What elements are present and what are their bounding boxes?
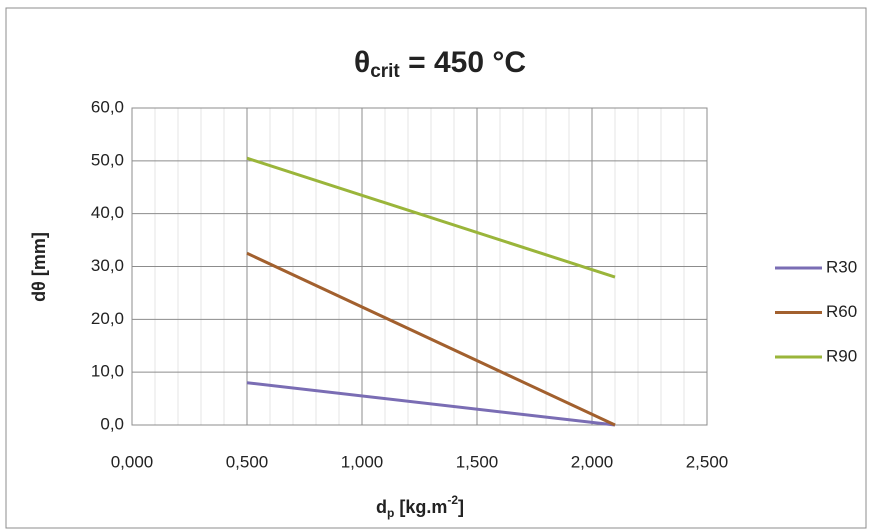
- title-symbol: θ: [354, 46, 370, 79]
- legend-label: R90: [826, 346, 857, 365]
- chart-title: θcrit = 450 °C: [354, 46, 526, 82]
- x-label-main: d: [376, 497, 387, 517]
- title-rest: = 450 °C: [400, 46, 526, 79]
- series-line: [246, 251, 616, 427]
- y-tick-label: 50,0: [91, 150, 124, 169]
- series-line: [246, 156, 616, 279]
- y-tick-label: 30,0: [91, 256, 124, 275]
- x-tick-label: 1,500: [456, 452, 499, 471]
- plot-border: [131, 107, 708, 426]
- y-tick-label: 10,0: [91, 362, 124, 381]
- y-tick-label: 20,0: [91, 309, 124, 328]
- x-tick-label: 2,000: [571, 452, 614, 471]
- x-tick-label: 0,000: [111, 452, 154, 471]
- x-label-subscript: p: [387, 506, 394, 520]
- y-axis-label: dθ [mm]: [29, 232, 49, 302]
- series-line: [246, 381, 616, 427]
- x-label-unit: [kg.m: [394, 497, 447, 517]
- x-tick-label: 0,500: [226, 452, 269, 471]
- x-label-close: ]: [458, 497, 464, 517]
- x-axis-label: dp [kg.m-2]: [376, 493, 464, 520]
- y-tick-label: 40,0: [91, 203, 124, 222]
- legend-label: R30: [826, 257, 857, 276]
- y-tick-label: 0,0: [100, 414, 124, 433]
- chart-frame: [5, 7, 867, 529]
- x-tick-label: 2,500: [686, 452, 729, 471]
- x-tick-label: 1,000: [341, 452, 384, 471]
- x-label-superscript: -2: [447, 493, 458, 507]
- title-subscript: crit: [370, 61, 400, 82]
- legend-label: R60: [826, 302, 857, 321]
- y-tick-label: 60,0: [91, 97, 124, 116]
